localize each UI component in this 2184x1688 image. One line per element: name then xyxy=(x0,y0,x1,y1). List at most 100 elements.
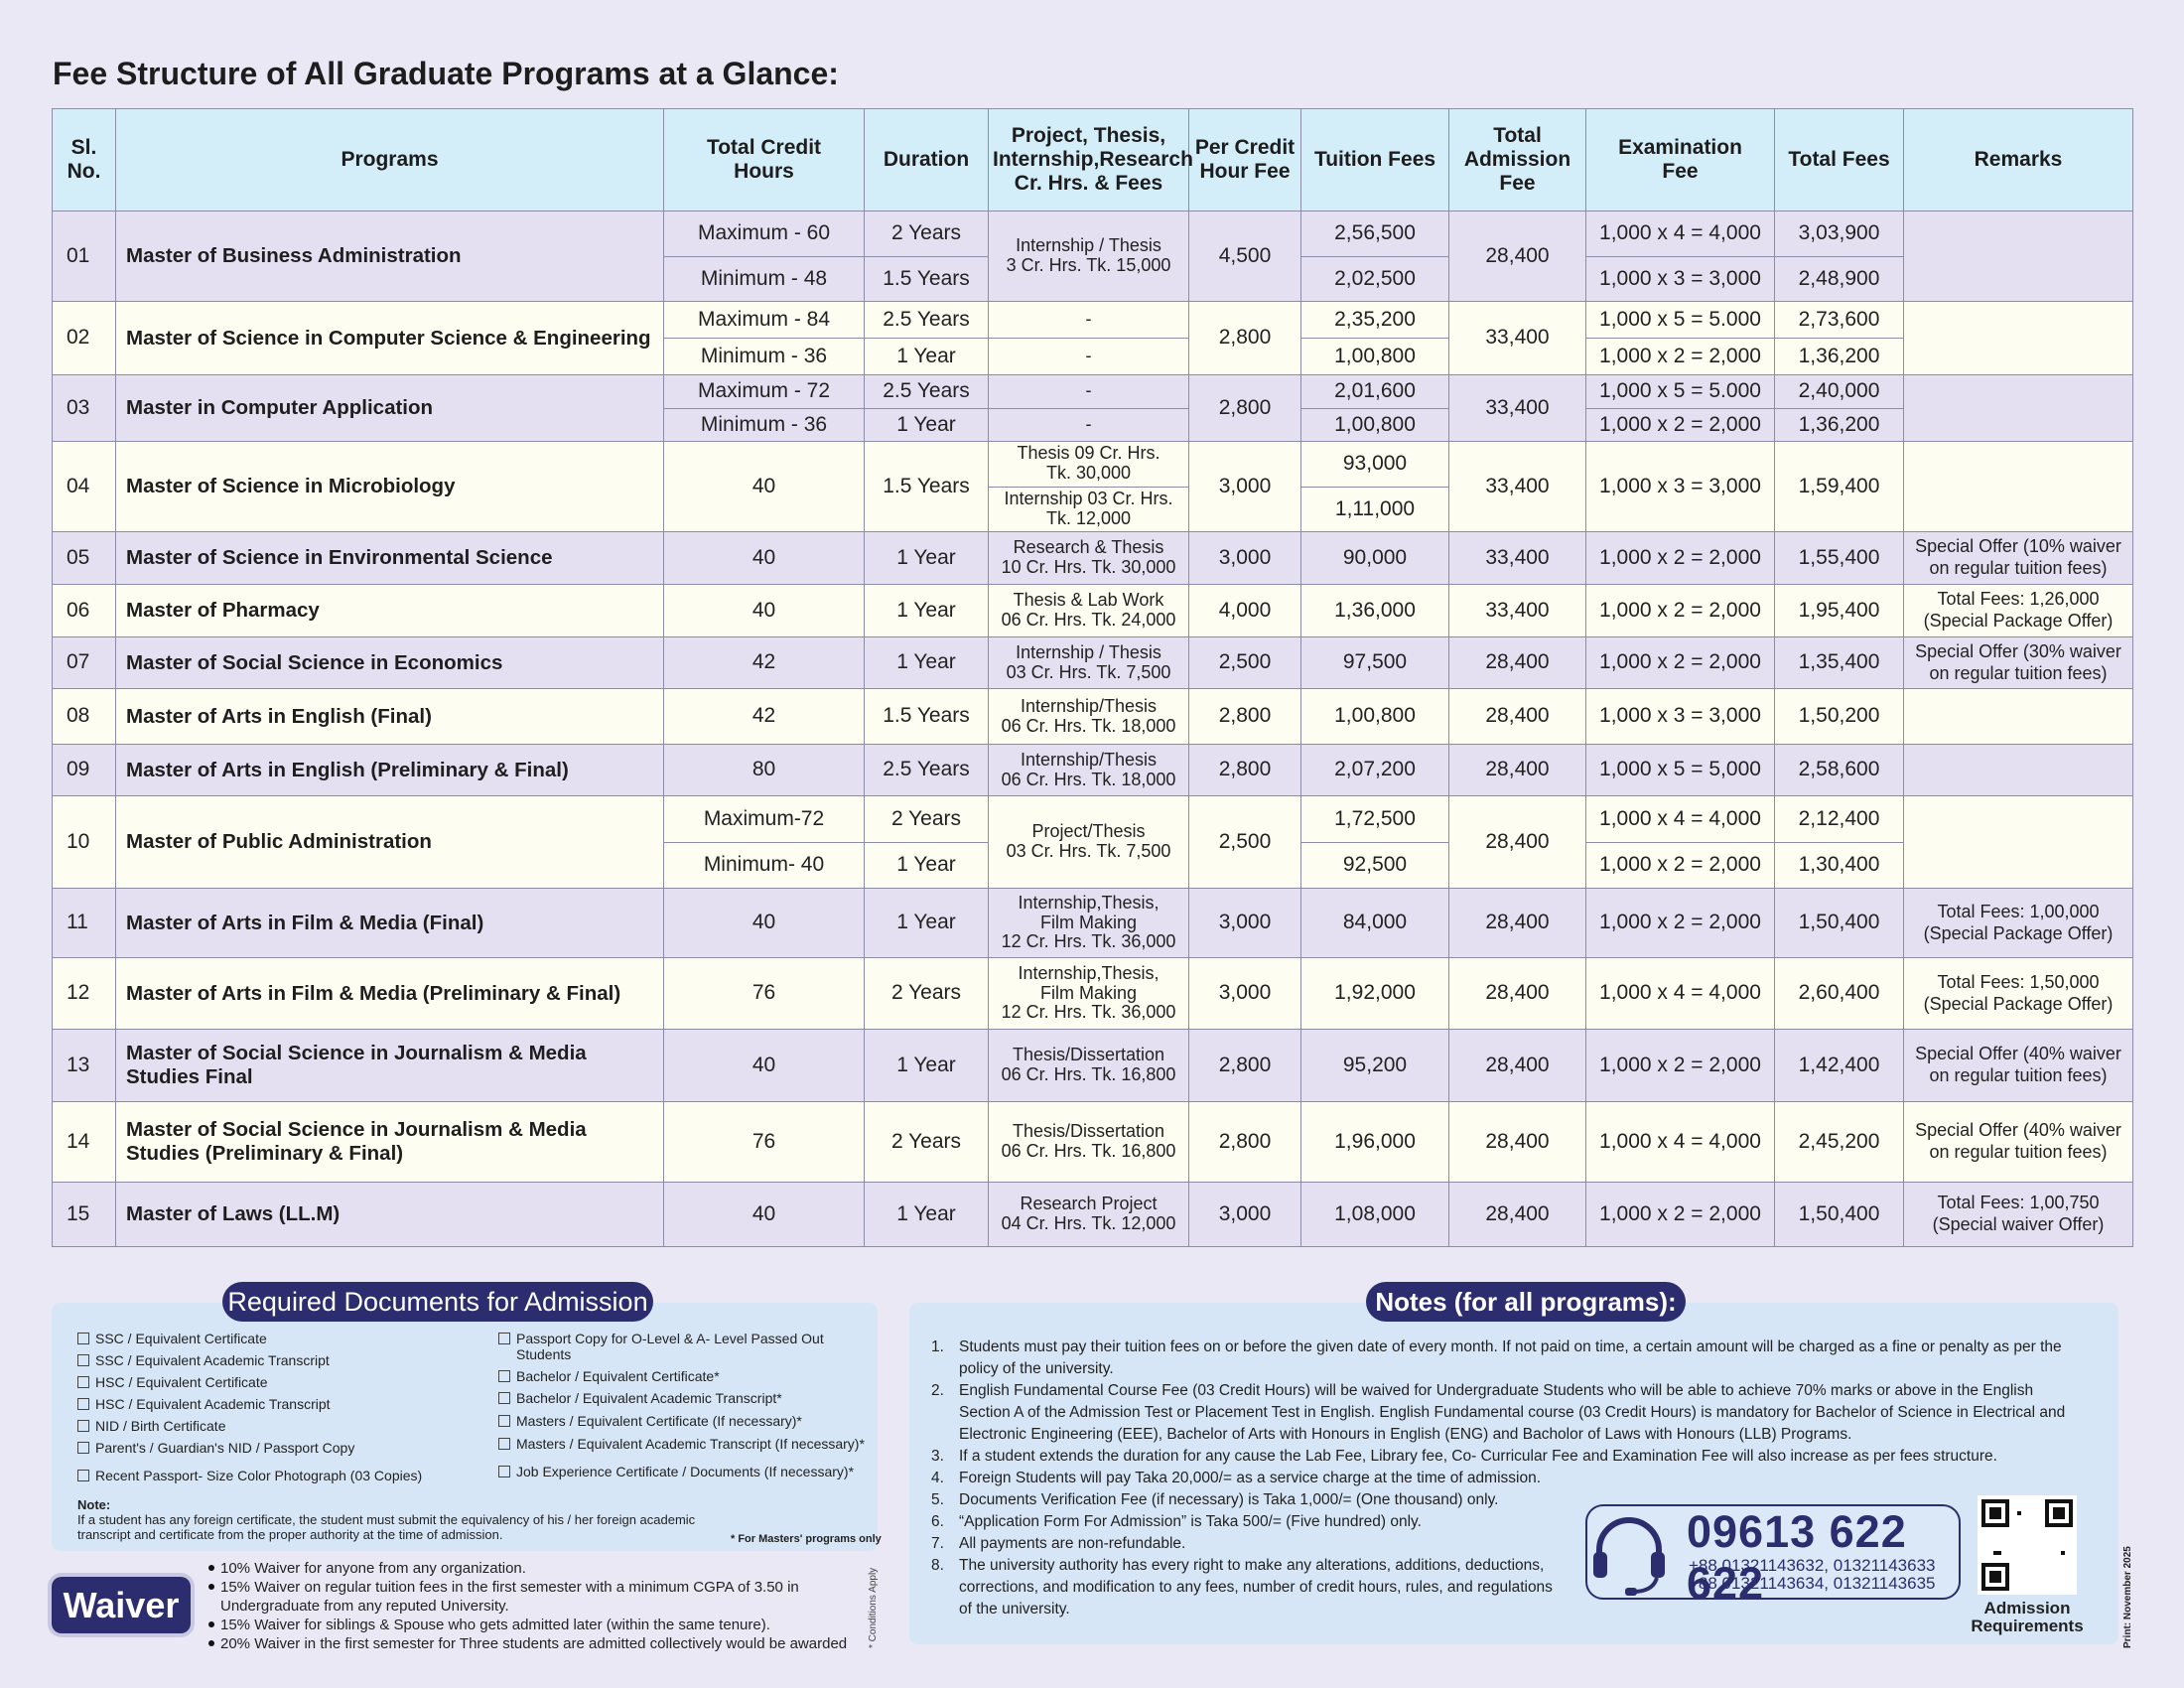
project-fees: Thesis & Lab Work 06 Cr. Hrs. Tk. 24,000 xyxy=(988,584,1189,637)
project-fees: Internship/Thesis 06 Cr. Hrs. Tk. 18,000 xyxy=(988,744,1189,796)
exam-fee: 1,000 x 3 = 3,000 xyxy=(1585,441,1775,532)
remarks: Special Offer (40% waiver on regular tui… xyxy=(1903,1101,2133,1183)
project-fees: Thesis/Dissertation 06 Cr. Hrs. Tk. 16,8… xyxy=(988,1029,1189,1102)
note-number: 6. xyxy=(931,1513,944,1530)
qr-code xyxy=(1978,1495,2077,1595)
table-row: 15 Master of Laws (LL.M) 40 1 Year Research … xyxy=(52,1182,2133,1247)
per-credit-fee: 2,800 xyxy=(1188,301,1301,375)
program-name: Master of Laws (LL.M) xyxy=(115,1182,664,1247)
credit-hours: 80 xyxy=(663,744,865,796)
program-name: Master of Science in Microbiology xyxy=(115,441,664,532)
document-item: Masters / Equivalent Certificate (If nec… xyxy=(498,1413,876,1429)
program-name: Master of Social Science in Journalism &… xyxy=(115,1029,664,1102)
exam-fee: 1,000 x 2 = 2,000 xyxy=(1585,888,1775,958)
qr-caption: Admission Requirements xyxy=(1971,1599,2084,1635)
note-item: 8. The university authority has every rig… xyxy=(931,1555,1557,1620)
document-item: Parent's / Guardian's NID / Passport Cop… xyxy=(77,1440,475,1456)
note-number: 7. xyxy=(931,1535,944,1552)
total-fee: 1,30,400 xyxy=(1774,841,1904,889)
waiver-label: Waiver xyxy=(52,1577,191,1633)
total-fee: 1,50,400 xyxy=(1774,1182,1904,1247)
per-credit-fee: 3,000 xyxy=(1188,1182,1301,1247)
exam-fee: 1,000 x 2 = 2,000 xyxy=(1585,584,1775,637)
admission-fee: 28,400 xyxy=(1448,888,1586,958)
serial-cell: 10 xyxy=(52,795,116,889)
admission-fee: 28,400 xyxy=(1448,211,1586,302)
table-row: Internship 03 Cr. Hrs. Tk. 12,000 1,11,00… xyxy=(53,486,2133,532)
qr-module xyxy=(1989,1571,2001,1583)
program-name: Master of Social Science in Journalism &… xyxy=(115,1101,664,1183)
remarks: Total Fees: 1,50,000 (Special Package Of… xyxy=(1903,957,2133,1030)
exam-fee: 1,000 x 3 = 3,000 xyxy=(1585,255,1775,302)
total-fee: 2,40,000 xyxy=(1774,374,1904,409)
per-credit-fee: 3,000 xyxy=(1188,957,1301,1030)
duration: 1 Year xyxy=(864,584,989,637)
note-item: 5. Documents Verification Fee (if necessa… xyxy=(931,1489,1567,1511)
project-fees: - xyxy=(988,338,1189,375)
table-row: Minimum - 36 1 Year - 1,00,800 1,000 x 2 = 2… xyxy=(53,338,2133,375)
table-row: Minimum - 48 1.5 Years 2,02,500 1,000 x 3 =… xyxy=(53,255,2133,302)
tuition-fee: 1,11,000 xyxy=(1300,486,1449,532)
admission-fee: 33,400 xyxy=(1448,584,1586,637)
column-header: Per Credit Hour Fee xyxy=(1188,108,1301,211)
admission-fee: 28,400 xyxy=(1448,1182,1586,1247)
duration: 2 Years xyxy=(864,795,989,843)
serial-cell: 14 xyxy=(52,1101,116,1183)
exam-fee: 1,000 x 2 = 2,000 xyxy=(1585,841,1775,889)
note-text: If a student extends the duration for an… xyxy=(959,1448,1997,1465)
document-item: Job Experience Certificate / Documents (… xyxy=(498,1464,876,1479)
exam-fee: 1,000 x 2 = 2,000 xyxy=(1585,531,1775,585)
serial-cell: 09 xyxy=(52,744,116,796)
duration: 2 Years xyxy=(864,211,989,257)
duration: 1.5 Years xyxy=(864,688,989,745)
total-fee: 2,60,400 xyxy=(1774,957,1904,1030)
tuition-fee: 93,000 xyxy=(1300,441,1449,488)
serial-cell: 03 xyxy=(52,374,116,442)
credit-hours: 40 xyxy=(663,1029,865,1102)
note-number: 2. xyxy=(931,1382,944,1399)
credit-hours: 42 xyxy=(663,636,865,689)
tuition-fee: 1,00,800 xyxy=(1300,688,1449,745)
column-header: Total Credit Hours xyxy=(663,108,865,211)
column-header: Examination Fee xyxy=(1585,108,1775,211)
note-text: Students must pay their tuition fees on … xyxy=(959,1338,2062,1377)
note-text: English Fundamental Course Fee (03 Credi… xyxy=(959,1382,2066,1443)
table-row: 05 Master of Science in Environmental Sci… xyxy=(52,531,2133,585)
remarks: Total Fees: 1,26,000 (Special Package Of… xyxy=(1903,584,2133,637)
admission-fee: 28,400 xyxy=(1448,636,1586,689)
serial-cell: 15 xyxy=(52,1182,116,1247)
table-row: 13 Master of Social Science in Journalism… xyxy=(52,1029,2133,1102)
duration: 1 Year xyxy=(864,531,989,585)
per-credit-fee: 2,800 xyxy=(1188,688,1301,745)
note-text: The university authority has every right… xyxy=(959,1557,1553,1618)
exam-fee: 1,000 x 3 = 3,000 xyxy=(1585,688,1775,745)
notes-title: Notes (for all programs): xyxy=(1366,1282,1686,1322)
document-item: NID / Birth Certificate xyxy=(77,1418,475,1434)
document-item: Masters / Equivalent Academic Transcript… xyxy=(498,1436,876,1452)
per-credit-fee: 3,000 xyxy=(1188,531,1301,585)
duration: 1 Year xyxy=(864,1029,989,1102)
serial-cell: 07 xyxy=(52,636,116,689)
serial-cell: 02 xyxy=(52,301,116,375)
exam-fee: 1,000 x 2 = 2,000 xyxy=(1585,636,1775,689)
project-fees: Research Project 04 Cr. Hrs. Tk. 12,000 xyxy=(988,1182,1189,1247)
table-row: 11 Master of Arts in Film & Media (Final)… xyxy=(52,888,2133,958)
admission-fee: 33,400 xyxy=(1448,374,1586,442)
phone-line: +88 01321143634, 01321143635 xyxy=(1689,1574,1936,1593)
column-header: Tuition Fees xyxy=(1300,108,1449,211)
exam-fee: 1,000 x 4 = 4,000 xyxy=(1585,1101,1775,1183)
program-name: Master of Public Administration xyxy=(115,795,664,889)
project-fees: - xyxy=(988,301,1189,339)
qr-module xyxy=(2053,1507,2065,1519)
table-row: 14 Master of Social Science in Journalism… xyxy=(52,1101,2133,1183)
project-fees: Internship / Thesis 3 Cr. Hrs. Tk. 15,00… xyxy=(988,211,1189,302)
credit-hours: Minimum - 36 xyxy=(663,338,865,375)
total-fee: 2,58,600 xyxy=(1774,744,1904,796)
documents-right: Passport Copy for O-Level & A- Level Pas… xyxy=(498,1331,876,1486)
table-row: 01 Master of Business Administration Maxim… xyxy=(52,211,2133,302)
project-fees: Internship,Thesis, Film Making 12 Cr. Hr… xyxy=(988,888,1189,958)
conditions-note: * Conditions Apply xyxy=(868,1567,879,1648)
duration: 1.5 Years xyxy=(864,255,989,302)
remarks: Special Offer (40% waiver on regular tui… xyxy=(1903,1029,2133,1102)
